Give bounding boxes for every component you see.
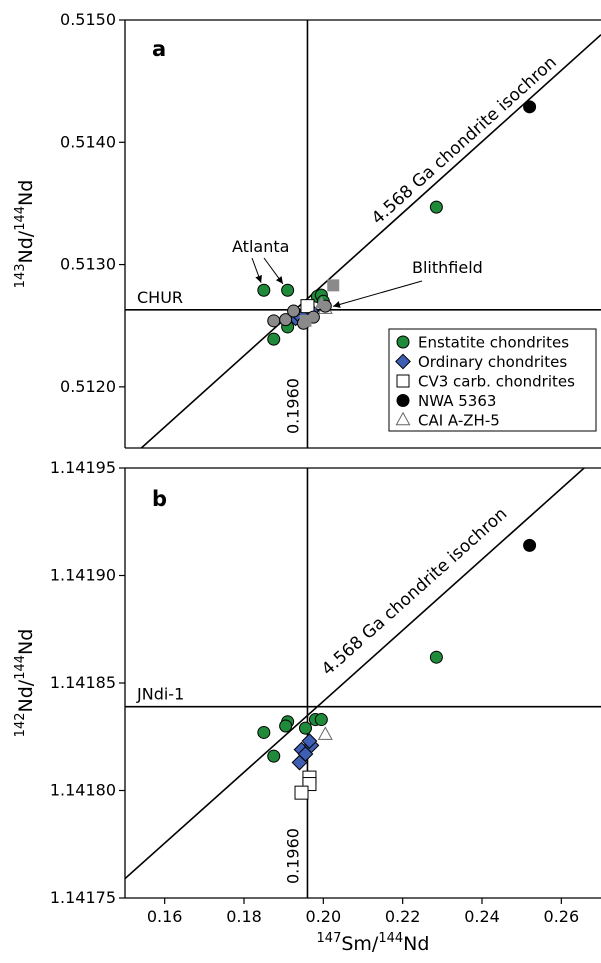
panel-a: 0.5120 0.5130 0.5140 0.5150 a CHUR 0.1960 4.568… xyxy=(13,10,601,449)
x-tick-label: 0.22 xyxy=(385,907,421,926)
x-tick-label: 0.20 xyxy=(306,907,342,926)
enstatite-chondrites-point xyxy=(429,650,443,664)
y-tick-label: 0.5130 xyxy=(60,255,116,274)
panel-b: 1.14175 1.14180 1.14185 1.14190 1.14195 0.16 0… xyxy=(13,458,601,955)
x-axis-label-text: Nd xyxy=(403,933,429,955)
horizontal-reference-label: CHUR xyxy=(137,288,183,307)
y-axis-label-text: Nd xyxy=(15,180,37,206)
enstatite-chondrites-point xyxy=(257,725,271,739)
y-axis-label-superscript: 144 xyxy=(13,206,28,231)
legend-marker xyxy=(395,353,411,370)
legend-label: CAI A-ZH-5 xyxy=(418,412,500,430)
legend-marker xyxy=(396,394,410,407)
isochron-line xyxy=(140,34,601,448)
x-axis-label-text: Sm/ xyxy=(341,933,379,955)
y-tick-label: 0.5120 xyxy=(60,377,116,396)
legend-marker xyxy=(396,335,410,349)
y-tick-label: 1.14185 xyxy=(50,673,116,692)
y-axis-label-text: Nd xyxy=(15,629,37,655)
square-point xyxy=(327,279,340,292)
x-tick-label: 0.16 xyxy=(147,907,183,926)
panel-letter: a xyxy=(152,37,166,61)
x-tick-label: 0.26 xyxy=(544,907,580,926)
enstatite-chondrites-point xyxy=(279,719,293,733)
enstatite-chondrites-point xyxy=(267,332,281,346)
legend-marker xyxy=(395,411,411,426)
enstatite-chondrites-point xyxy=(257,283,271,297)
horizontal-reference-label: JNdi-1 xyxy=(136,685,184,704)
y-axis-label-superscript: 142 xyxy=(13,712,28,737)
y-tick-label: 0.5150 xyxy=(60,10,116,29)
enstatite-chondrites-point xyxy=(314,713,328,727)
annotation-arrowhead xyxy=(255,274,262,283)
y-axis-label-text: Nd/ xyxy=(15,679,37,712)
x-tick-label: 0.18 xyxy=(226,907,262,926)
legend-box xyxy=(388,328,597,432)
enstatite-chondrites-point xyxy=(298,721,312,735)
legend-marker xyxy=(396,374,410,388)
annotation-arrowhead xyxy=(275,276,283,284)
enstatite-chondrites-point xyxy=(429,200,443,214)
y-tick-label: 1.14180 xyxy=(50,781,116,800)
legend-label: Enstatite chondrites xyxy=(418,334,569,352)
annotation-label: Blithfield xyxy=(412,258,483,277)
y-axis-label: 143Nd/144Nd xyxy=(13,180,37,289)
x-axis-label-superscript: 147 xyxy=(317,931,342,946)
enstatite-chondrites-point xyxy=(267,749,281,763)
annotation-arrowhead xyxy=(333,301,341,308)
y-tick-label: 1.14175 xyxy=(50,888,116,907)
data-layer xyxy=(257,538,537,800)
enstatite-chondrites-point xyxy=(281,283,295,297)
isochron-label: 4.568 Ga chondrite isochron xyxy=(318,504,511,680)
x-axis-label: 147Sm/144Nd xyxy=(317,931,430,955)
isochron-label: 4.568 Ga chondrite isochron xyxy=(368,53,561,229)
circle-point xyxy=(279,313,293,327)
legend-label: NWA 5363 xyxy=(418,392,496,410)
vertical-reference-label: 0.1960 xyxy=(283,378,302,434)
x-axis-label-superscript: 144 xyxy=(378,931,403,946)
square-point xyxy=(299,314,312,327)
annotation-label: Atlanta xyxy=(232,237,289,256)
annotation-arrow xyxy=(332,280,423,307)
y-tick-label: 1.14190 xyxy=(50,566,116,585)
cv3-carb-chondrites-point xyxy=(294,785,309,800)
y-axis-label-text: Nd/ xyxy=(15,230,37,263)
y-tick-label: 0.5140 xyxy=(60,132,116,151)
x-tick-label: 0.24 xyxy=(464,907,500,926)
panel-letter: b xyxy=(152,487,167,511)
legend-label: Ordinary chondrites xyxy=(418,353,567,371)
y-axis-label: 142Nd/144Nd xyxy=(13,629,37,738)
y-tick-label: 1.14195 xyxy=(50,458,116,477)
cv3-carb-chondrites-point xyxy=(300,299,315,314)
circle-point xyxy=(267,314,281,328)
triangle-point xyxy=(314,296,328,309)
nwa-5363-point xyxy=(523,100,537,114)
y-axis-label-superscript: 144 xyxy=(13,655,28,680)
circle-point xyxy=(287,304,301,318)
ordinary-chondrites-point xyxy=(301,733,318,749)
nwa-5363-point xyxy=(523,538,537,552)
cai-a-zh-5-point xyxy=(317,726,333,740)
vertical-reference-label: 0.1960 xyxy=(283,828,302,884)
y-axis-label-superscript: 143 xyxy=(13,263,28,288)
legend-label: CV3 carb. chondrites xyxy=(418,373,575,391)
data-layer xyxy=(257,100,537,346)
isochron-line xyxy=(125,468,586,880)
